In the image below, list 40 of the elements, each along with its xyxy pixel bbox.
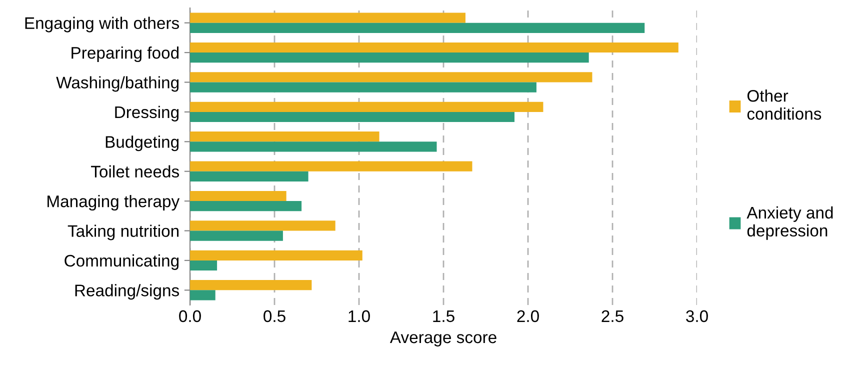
- bar: [190, 42, 678, 53]
- y-tick-label: Toilet needs: [91, 165, 179, 178]
- y-tick-label: Engaging with others: [25, 16, 179, 32]
- y-tick-label: Preparing food: [72, 46, 179, 62]
- legend-label: Other conditions: [747, 90, 822, 120]
- bar: [190, 112, 514, 122]
- y-tick-label: Taking nutrition: [68, 224, 179, 240]
- bar: [190, 290, 216, 300]
- bar: [190, 190, 286, 202]
- bar: [190, 22, 645, 33]
- bar: [190, 102, 544, 112]
- bar: [190, 250, 362, 260]
- x-tick-label: 1.5: [433, 310, 454, 322]
- bar: [190, 132, 380, 142]
- bar: [190, 142, 437, 152]
- bar: [190, 230, 283, 241]
- bar: [190, 161, 472, 172]
- legend-label: Anxiety and depression: [746, 206, 833, 240]
- x-tick-label: 0.5: [264, 310, 286, 322]
- x-tick-label: 1.0: [348, 310, 370, 322]
- bar: [190, 82, 536, 92]
- bar: [190, 72, 592, 82]
- y-tick-label: Washing/bathing: [56, 76, 179, 92]
- y-tick-label: Budgeting: [106, 136, 179, 152]
- x-tick-label: 2.0: [517, 310, 539, 322]
- y-tick-label: Dressing: [115, 106, 179, 122]
- bar: [190, 280, 312, 290]
- bar: [190, 220, 336, 231]
- bar: [190, 201, 302, 212]
- x-tick-label: 2.5: [602, 310, 624, 322]
- x-tick-label: 0.0: [179, 310, 201, 322]
- bar: [190, 52, 589, 63]
- y-tick-label: Communicating: [64, 254, 179, 270]
- y-tick-label: Reading/signs: [75, 284, 179, 300]
- bar: [190, 12, 466, 23]
- x-axis-title: Average score: [390, 332, 496, 346]
- x-tick-label: 3.0: [686, 310, 708, 322]
- bar: [190, 171, 308, 182]
- bar: [190, 260, 218, 271]
- y-tick-label: Managing therapy: [48, 195, 180, 211]
